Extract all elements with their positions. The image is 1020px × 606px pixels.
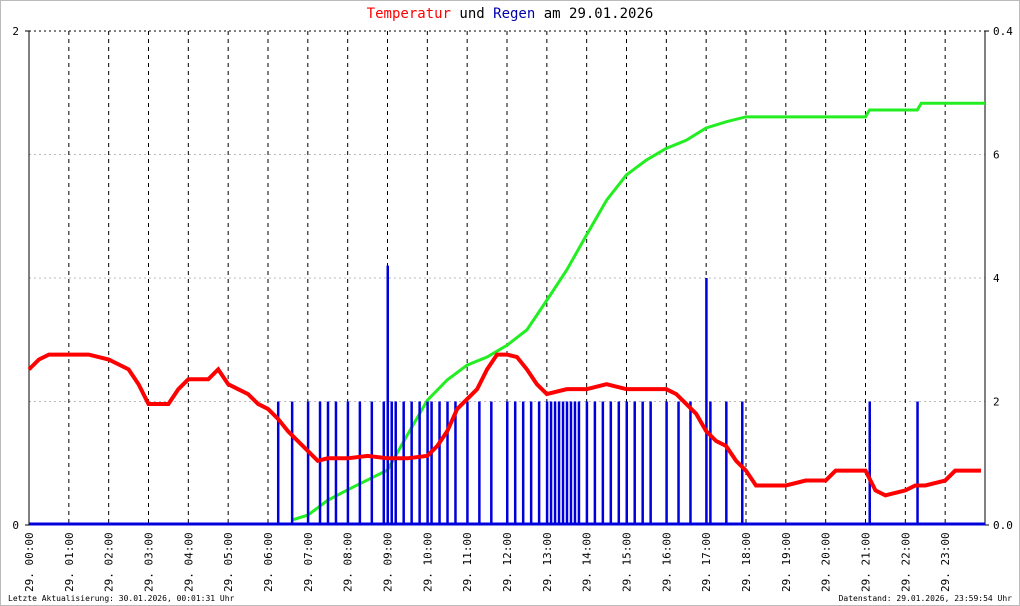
bar — [916, 401, 919, 525]
bar — [601, 401, 605, 525]
bar — [506, 401, 509, 525]
bar — [346, 401, 350, 525]
chart-title: Temperatur und Regen am 29.01.2026 — [367, 6, 654, 22]
bar — [490, 401, 493, 525]
y2-tick-label: 2 — [993, 396, 1000, 409]
bar — [677, 401, 680, 525]
x-tick-label: 29. 04:00 — [182, 532, 195, 592]
bar — [394, 401, 397, 525]
x-tick-label: 29. 00:00 — [23, 532, 36, 592]
bar — [557, 401, 561, 525]
x-tick-label: 29. 12:00 — [501, 532, 514, 592]
bar — [390, 401, 393, 525]
bar — [402, 401, 405, 525]
x-tick-label: 29. 21:00 — [860, 532, 873, 592]
bar — [430, 401, 433, 525]
bar — [725, 401, 728, 525]
bar — [573, 401, 577, 525]
title-rain: Regen — [493, 6, 535, 22]
y-tick-label: 2 — [12, 25, 19, 38]
bar — [709, 401, 712, 525]
bar — [358, 401, 362, 525]
bar — [426, 401, 429, 525]
bar — [334, 401, 338, 525]
footer-right: Datenstand: 29.01.2026, 23:59:54 Uhr — [839, 594, 1013, 603]
bar — [569, 401, 573, 525]
x-tick-label: 29. 03:00 — [143, 532, 156, 592]
bar — [565, 401, 569, 525]
x-tick-label: 29. 14:00 — [581, 532, 594, 592]
bar — [617, 401, 621, 525]
bar — [521, 401, 525, 525]
line — [27, 352, 982, 498]
bar — [868, 401, 871, 525]
bar — [386, 265, 389, 525]
bar — [410, 401, 413, 525]
bar — [370, 401, 374, 525]
x-tick-label: 29. 01:00 — [63, 532, 76, 592]
footer-left: Letzte Aktualisierung: 30.01.2026, 00:01… — [8, 594, 235, 603]
x-tick-label: 29. 05:00 — [222, 532, 235, 592]
bar — [478, 401, 481, 525]
bar — [276, 401, 280, 525]
x-tick-label: 29. 11:00 — [461, 532, 474, 592]
x-tick-label: 29. 15:00 — [621, 532, 634, 592]
y-tick-label: 0 — [12, 519, 19, 532]
bar — [577, 401, 581, 525]
y3-tick-label: 0.0 — [993, 519, 1013, 532]
x-tick-label: 29. 10:00 — [421, 532, 434, 592]
bar — [665, 401, 668, 525]
bar — [418, 401, 421, 525]
bar — [318, 401, 322, 525]
y3-tick-label: 0.4 — [993, 25, 1013, 38]
x-tick-label: 29. 20:00 — [820, 532, 833, 592]
bar — [705, 278, 708, 525]
bar — [529, 401, 533, 525]
x-tick-label: 29. 16:00 — [660, 532, 673, 592]
y2-tick-label: 4 — [993, 272, 1000, 285]
bar — [513, 401, 517, 525]
x-tick-label: 29. 22:00 — [899, 532, 912, 592]
bar — [466, 401, 469, 525]
line — [291, 101, 985, 522]
bar — [625, 401, 628, 525]
bar — [641, 401, 644, 525]
title-temp: Temperatur — [367, 6, 451, 22]
bar — [454, 401, 457, 525]
bar — [438, 401, 441, 525]
bar — [326, 401, 330, 525]
x-tick-label: 29. 06:00 — [262, 532, 275, 592]
bar — [649, 401, 652, 525]
bar — [561, 401, 565, 525]
bar — [689, 401, 692, 525]
x-tick-label: 29. 08:00 — [342, 532, 355, 592]
bar — [549, 401, 553, 525]
bar — [545, 401, 549, 525]
x-tick-label: 29. 02:00 — [103, 532, 116, 592]
x-tick-label: 29. 18:00 — [740, 532, 753, 592]
bar — [609, 401, 613, 525]
x-tick-label: 29. 13:00 — [541, 532, 554, 592]
bar — [446, 401, 449, 525]
x-tick-label: 29. 23:00 — [939, 532, 952, 592]
y2-tick-label: 6 — [993, 149, 1000, 162]
bar — [537, 401, 541, 525]
x-tick-label: 29. 09:00 — [382, 532, 395, 592]
bar — [382, 401, 386, 525]
bar — [290, 401, 294, 525]
x-tick-label: 29. 19:00 — [780, 532, 793, 592]
title-date: am 29.01.2026 — [544, 6, 654, 22]
title-connector: und — [459, 6, 484, 22]
bar — [593, 401, 597, 525]
bar — [306, 401, 310, 525]
x-tick-label: 29. 17:00 — [700, 532, 713, 592]
bar — [633, 401, 636, 525]
bar — [585, 401, 589, 525]
x-tick-label: 29. 07:00 — [302, 532, 315, 592]
bar — [741, 401, 744, 525]
bar — [553, 401, 557, 525]
